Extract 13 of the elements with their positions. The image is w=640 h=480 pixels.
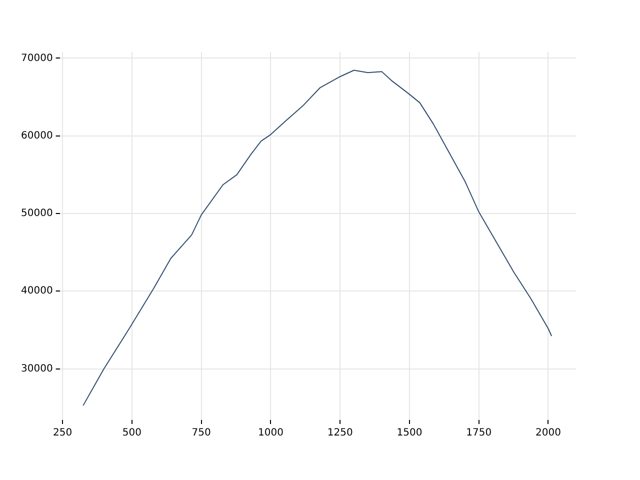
y-tick-label: 70000 [21, 52, 53, 64]
x-tick-label: 1000 [258, 428, 284, 439]
x-tick-label: 2000 [536, 428, 561, 439]
x-tick-label: 1250 [327, 428, 353, 439]
x-tick-label: 750 [192, 428, 211, 439]
x-tick-label: 1500 [396, 428, 422, 439]
y-tick-label: 50000 [21, 208, 53, 220]
y-tick-label: 40000 [21, 286, 53, 297]
y-tick-label: 30000 [21, 363, 53, 374]
x-tick-label: 1750 [466, 428, 492, 439]
x-tick-label: 500 [122, 428, 142, 439]
x-tick-label: 250 [53, 428, 72, 439]
y-tick-label: 60000 [21, 130, 53, 142]
